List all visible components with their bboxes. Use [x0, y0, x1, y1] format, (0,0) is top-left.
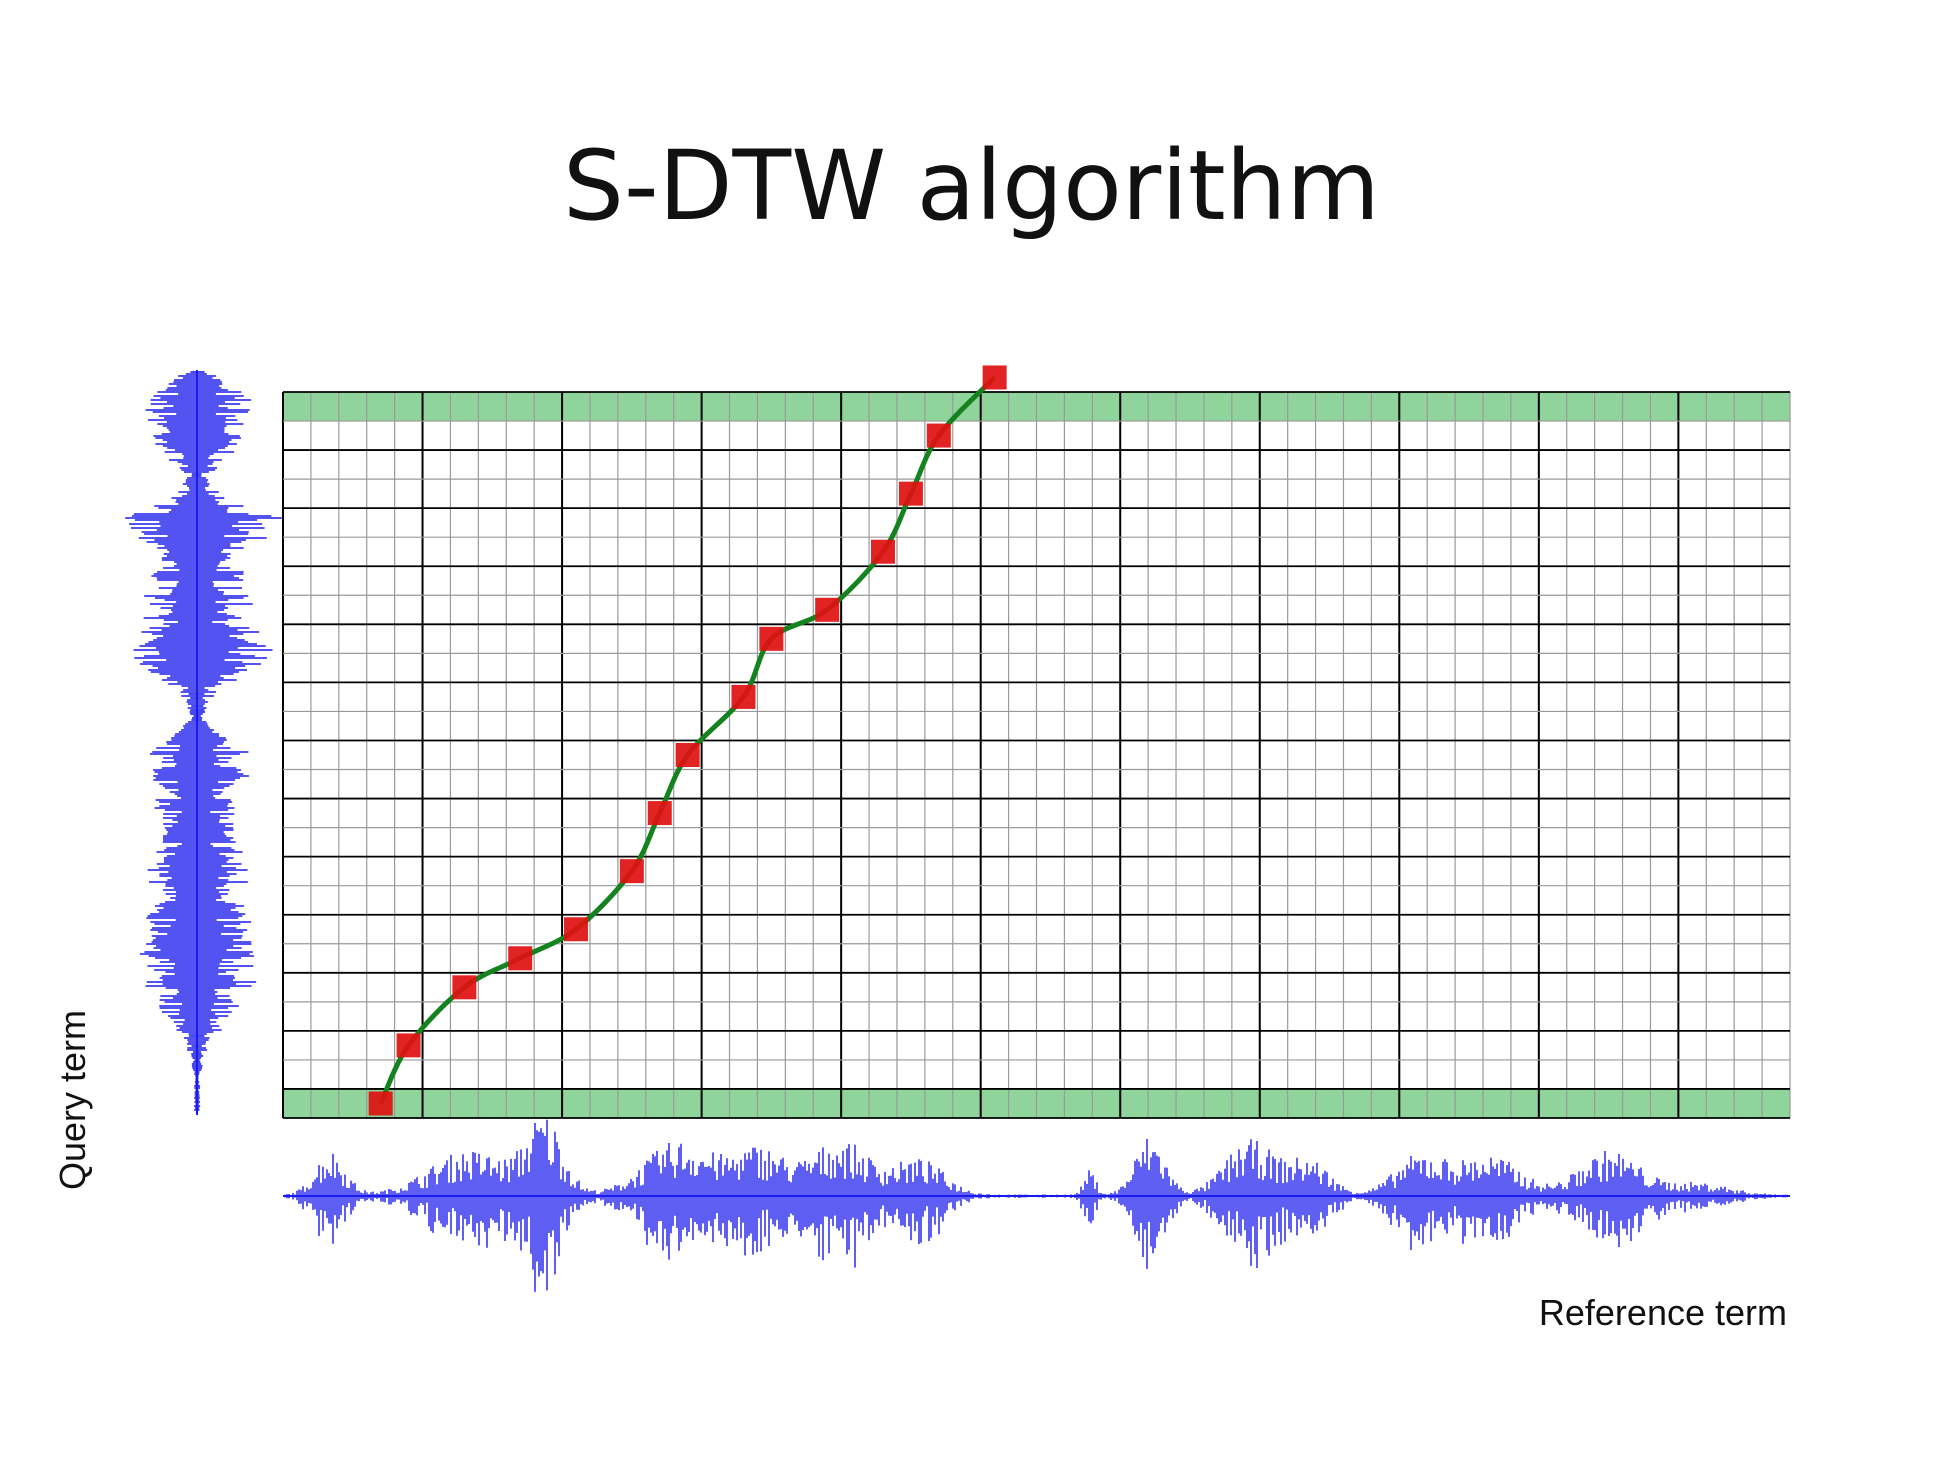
- matched-cell: [564, 917, 589, 942]
- reference-waveform: [283, 1119, 1790, 1292]
- matched-cell: [675, 743, 700, 767]
- matched-cell: [368, 1091, 393, 1116]
- matched-cell: [871, 539, 896, 564]
- query-waveform: [125, 370, 282, 1115]
- query-term-label: Query term: [52, 1009, 93, 1191]
- matched-cell: [982, 365, 1007, 390]
- matched-cell: [731, 684, 756, 709]
- matched-cell: [396, 1033, 421, 1058]
- matched-cell: [815, 597, 840, 622]
- matched-cell: [926, 423, 951, 448]
- slide-title: S-DTW algorithm: [563, 130, 1380, 242]
- matched-cell: [759, 626, 784, 651]
- matched-cell: [898, 481, 923, 506]
- reference-term-label: Reference term: [1538, 1292, 1787, 1333]
- cost-matrix-grid: [282, 391, 1791, 1119]
- warping-path: [368, 365, 1007, 1116]
- matched-cell: [647, 801, 672, 826]
- matched-cell: [508, 946, 533, 971]
- matched-cell: [619, 859, 644, 884]
- matched-cell: [452, 975, 477, 1000]
